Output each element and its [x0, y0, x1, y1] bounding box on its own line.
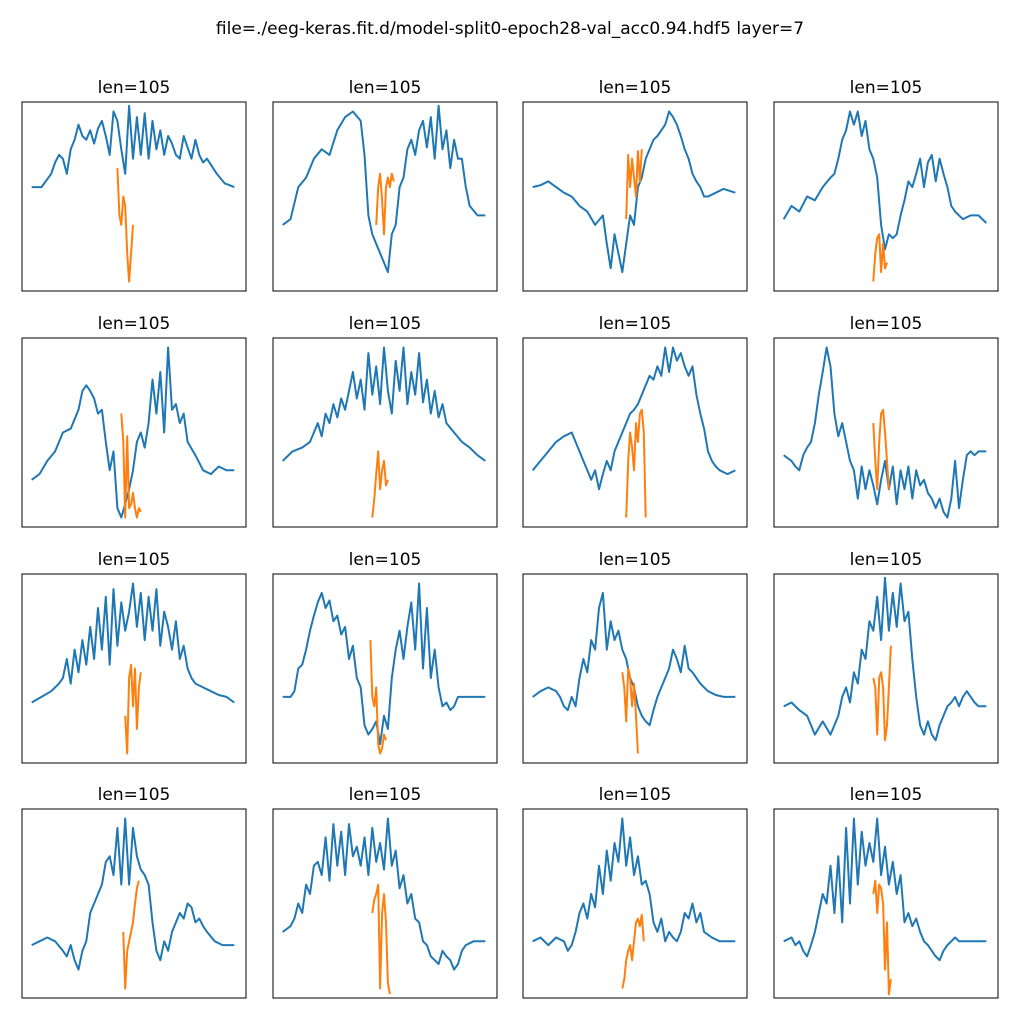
axes-frame [21, 573, 247, 764]
axes-frame [773, 573, 999, 764]
axes-frame [21, 101, 247, 292]
subplot-10: len=105 [272, 550, 498, 764]
activation-line [625, 149, 643, 220]
subplot-title: len=105 [98, 785, 171, 805]
activation-line [371, 883, 391, 995]
signal-line [783, 817, 987, 962]
subplot-title: len=105 [98, 550, 171, 570]
signal-line [531, 346, 736, 491]
subplot-title: len=105 [599, 314, 672, 334]
subplot-title: len=105 [599, 785, 672, 805]
activation-line [369, 640, 387, 755]
signal-line [282, 346, 486, 462]
subplot-title: len=105 [599, 78, 672, 98]
activation-line [122, 880, 140, 990]
subplot-11: len=105 [522, 550, 748, 764]
activation-line [124, 663, 142, 755]
subplot-title: len=105 [349, 314, 422, 334]
signal-line [282, 817, 486, 971]
axes-frame [272, 101, 498, 292]
subplot-title: len=105 [850, 78, 923, 98]
subplot-title: len=105 [349, 785, 422, 805]
subplot-grid: len=105 len=105 len=105 len=105 len=105 len=1… [21, 78, 999, 999]
subplot-title: len=105 [850, 550, 923, 570]
subplot-14: len=105 [272, 785, 498, 999]
subplot-15: len=105 [522, 785, 748, 999]
axes-frame [773, 808, 999, 999]
subplot-12: len=105 [773, 550, 999, 764]
activation-line [371, 450, 389, 518]
axes-frame [773, 337, 999, 528]
subplot-8: len=105 [773, 314, 999, 528]
subplot-title: len=105 [349, 550, 422, 570]
signal-line [532, 817, 736, 952]
subplot-title: len=105 [599, 550, 672, 570]
subplot-5: len=105 [21, 314, 247, 528]
subplot-1: len=105 [21, 78, 247, 292]
activation-line [116, 168, 134, 283]
subplot-title: len=105 [349, 78, 422, 98]
signal-line [31, 346, 235, 519]
subplot-title: len=105 [850, 314, 923, 334]
figure-title: file=./eeg-keras.fit.d/model-split0-epoc… [216, 19, 804, 39]
axes-frame [272, 573, 498, 764]
subplot-6: len=105 [272, 314, 498, 528]
activation-line [375, 172, 395, 236]
activation-line [872, 408, 890, 491]
subplot-13: len=105 [21, 785, 247, 999]
axes-frame [522, 337, 748, 528]
subplot-title: len=105 [850, 785, 923, 805]
activation-line [621, 913, 645, 989]
signal-line [783, 576, 987, 742]
subplot-9: len=105 [21, 550, 247, 764]
activation-line [625, 408, 647, 518]
axes-frame [522, 808, 748, 999]
axes-frame [522, 573, 748, 764]
activation-line [872, 879, 892, 996]
signal-line [782, 110, 987, 251]
axes-frame [522, 101, 748, 292]
subplot-title: len=105 [98, 78, 171, 98]
activation-line [872, 645, 892, 742]
signal-line [31, 817, 235, 971]
subplot-3: len=105 [522, 78, 748, 292]
activation-line [621, 667, 639, 754]
subplot-16: len=105 [773, 785, 999, 999]
axes-frame [21, 337, 247, 528]
activation-line [120, 413, 142, 519]
signal-line [31, 104, 235, 189]
axes-frame [272, 337, 498, 528]
activation-line [872, 233, 888, 282]
signal-line [532, 110, 736, 274]
axes-frame [272, 808, 498, 999]
axes-frame [773, 101, 999, 292]
signal-line [532, 591, 736, 727]
signal-line [282, 104, 486, 274]
signal-line [31, 582, 235, 704]
subplot-title: len=105 [98, 314, 171, 334]
signal-line [282, 582, 486, 746]
subplot-4: len=105 [773, 78, 999, 292]
subplot-2: len=105 [272, 78, 498, 292]
axes-frame [21, 808, 247, 999]
subplot-7: len=105 [522, 314, 748, 528]
